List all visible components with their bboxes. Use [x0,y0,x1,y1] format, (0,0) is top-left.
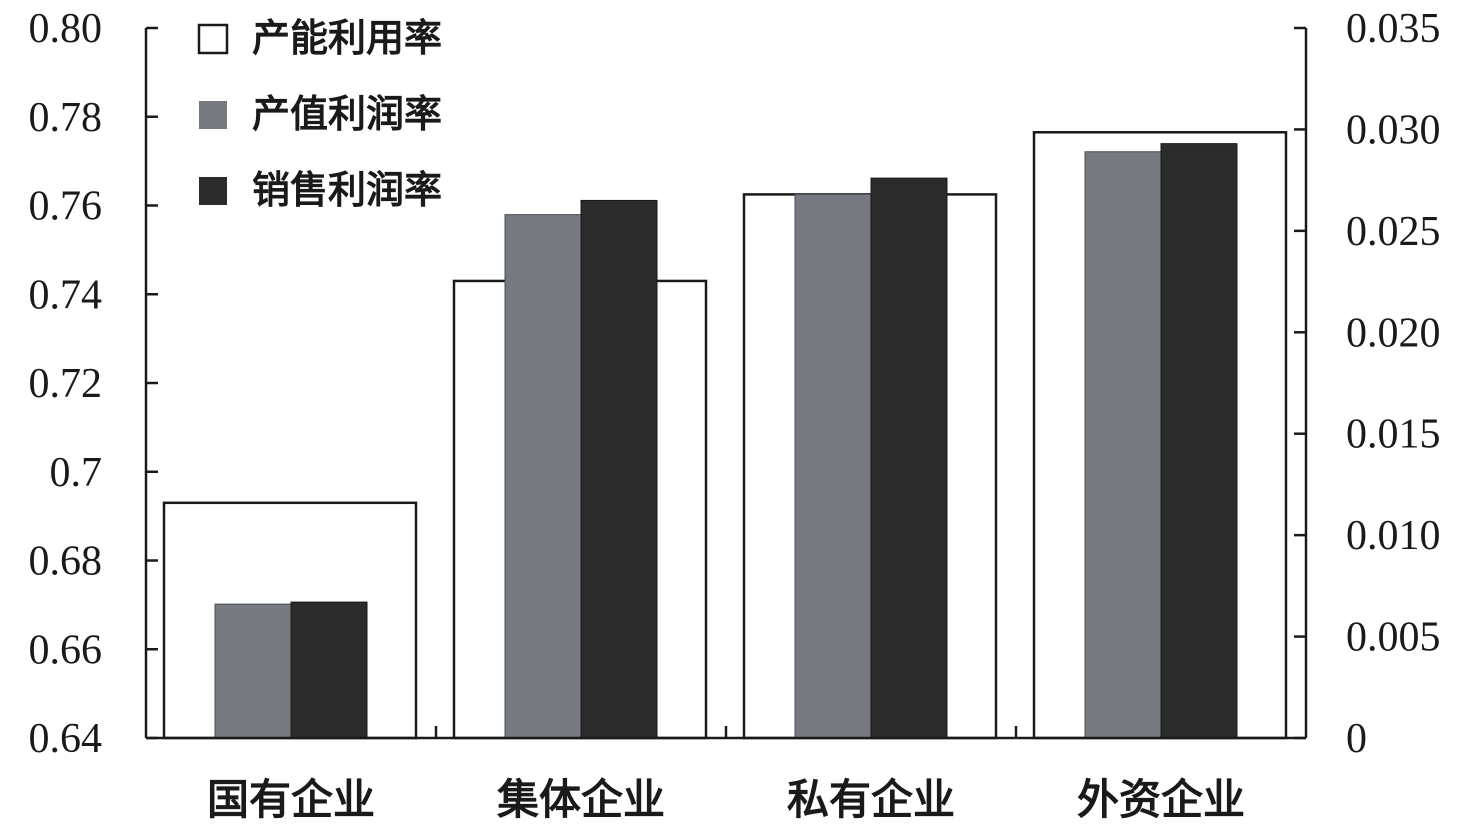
legend-label: 销售利润率 [252,168,442,212]
bar-output-profit-margin [214,603,292,739]
category-label: 外资企业 [1077,775,1245,824]
category-label: 国有企业 [207,775,375,824]
left-tick-label: 0.64 [29,716,103,762]
bar-sales-profit-margin [580,199,658,739]
left-tick-label: 0.66 [29,627,103,673]
left-tick-label: 0.78 [29,95,103,141]
left-tick-label: 0.68 [29,539,103,585]
legend-label: 产值利润率 [252,92,442,136]
right-tick-label: 0.025 [1346,209,1441,255]
bar-sales-profit-margin [1160,143,1238,739]
right-tick-label: 0.035 [1346,6,1441,52]
category-label: 集体企业 [496,775,665,824]
legend-swatch [199,177,227,205]
bar-sales-profit-margin [870,177,948,739]
left-tick-label: 0.80 [29,6,103,52]
bar-output-profit-margin [504,214,582,739]
right-tick-label: 0 [1346,716,1367,762]
right-tick-label: 0.020 [1346,310,1441,356]
left-tick-label: 0.72 [29,361,103,407]
bar-sales-profit-margin [290,601,368,739]
legend-swatch [197,23,229,55]
right-tick-label: 0.010 [1346,513,1441,559]
left-tick-label: 0.7 [50,450,103,496]
left-tick-label: 0.74 [29,272,103,318]
category-label: 私有企业 [787,775,955,824]
bar-output-profit-margin [1084,151,1162,739]
legend-swatch [199,101,227,129]
right-tick-label: 0.015 [1346,412,1441,458]
right-tick-label: 0.005 [1346,615,1441,661]
left-tick-label: 0.76 [29,184,103,230]
bar-output-profit-margin [794,193,872,739]
legend-label: 产能利用率 [252,16,442,60]
right-tick-label: 0.030 [1346,107,1441,153]
